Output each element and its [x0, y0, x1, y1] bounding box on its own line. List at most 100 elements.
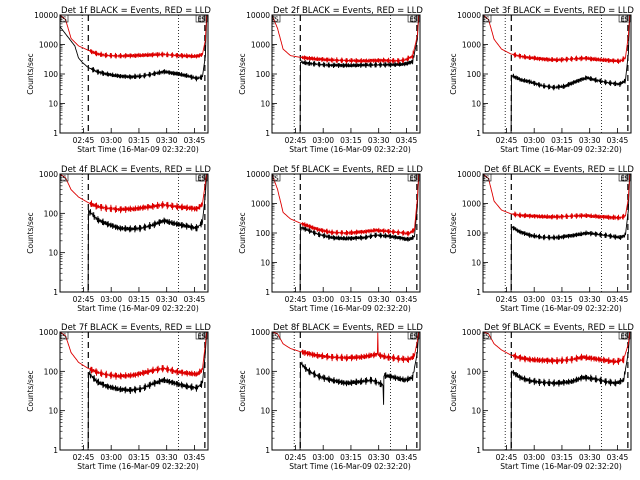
x-tick-label: 02:45 [496, 136, 518, 145]
y-tick-label: 1 [476, 288, 481, 297]
x-tick-label: 03:30 [368, 295, 390, 304]
y-tick-label: 100 [44, 367, 59, 376]
y-tick-label: 10 [48, 407, 58, 416]
y-tick-label: 100 [256, 70, 271, 79]
x-tick-label: 03:00 [312, 453, 334, 462]
panel-title: Det 4f BLACK = Events, RED = LLD [61, 165, 211, 175]
x-tick-label: 03:30 [579, 453, 601, 462]
series-events-line [82, 174, 208, 292]
x-tick-label: 03:00 [100, 295, 122, 304]
panel-title: Det 7f BLACK = Events, RED = LLD [61, 323, 211, 333]
plot-frame [482, 331, 632, 451]
x-axis-label: Start Time (16-Mar-09 02:32:20) [77, 145, 199, 154]
series-lld-line [272, 332, 420, 363]
marker-label: S [624, 16, 629, 24]
x-axis-label: Start Time (16-Mar-09 02:32:20) [289, 462, 411, 471]
x-tick-label: 03:15 [551, 136, 573, 145]
series-events-line [294, 332, 420, 450]
x-axis-label: Start Time (16-Mar-09 02:32:20) [289, 145, 411, 154]
marker-label: E [620, 175, 624, 183]
x-tick-label: 02:45 [496, 295, 518, 304]
plot-frame [482, 173, 632, 293]
marker-label: S [413, 175, 418, 183]
marker-label: S [624, 333, 629, 341]
marker-label: S [485, 16, 490, 24]
series-events-line [60, 15, 208, 82]
y-tick-label: 1 [476, 446, 481, 455]
x-axis-label: Start Time (16-Mar-09 02:32:20) [289, 304, 411, 313]
series-lld-line [483, 332, 631, 366]
series-lld-line [483, 174, 631, 221]
series-events-line [82, 332, 208, 450]
y-tick-label: 10 [48, 100, 58, 109]
y-tick-label: 10000 [457, 11, 481, 20]
x-tick-label: 03:30 [156, 136, 178, 145]
x-tick-label: 03:15 [551, 295, 573, 304]
x-tick-label: 02:45 [285, 295, 307, 304]
x-axis-label: Start Time (16-Mar-09 02:32:20) [500, 145, 622, 154]
y-tick-label: 1 [265, 446, 270, 455]
y-tick-label: 100 [467, 70, 482, 79]
x-tick-label: 02:45 [285, 136, 307, 145]
y-tick-label: 10000 [457, 170, 481, 179]
x-tick-label: 03:00 [523, 453, 545, 462]
marker-label: S [485, 333, 490, 341]
x-tick-label: 02:45 [73, 136, 95, 145]
x-tick-label: 03:30 [368, 136, 390, 145]
x-tick-label: 02:45 [73, 295, 95, 304]
x-axis-label: Start Time (16-Mar-09 02:32:20) [500, 462, 622, 471]
plot-frame [482, 14, 632, 134]
marker-label: S [201, 16, 206, 24]
x-tick-label: 02:45 [73, 453, 95, 462]
y-axis-label: Counts/sec [26, 53, 35, 94]
y-tick-label: 10 [260, 100, 270, 109]
x-tick-label: 03:30 [368, 453, 390, 462]
y-tick-label: 10 [48, 249, 58, 258]
series-lld-line [272, 15, 420, 64]
y-tick-label: 1000 [39, 41, 58, 50]
y-tick-label: 10 [471, 259, 481, 268]
y-tick-label: 1000 [462, 41, 481, 50]
marker-label: S [62, 333, 67, 341]
plot-frame [271, 331, 421, 451]
y-tick-label: 1000 [462, 328, 481, 337]
y-tick-label: 100 [44, 209, 59, 218]
x-tick-label: 03:45 [184, 453, 206, 462]
series-events-line [505, 332, 631, 450]
y-tick-label: 1 [265, 129, 270, 138]
series-lld-line [272, 174, 420, 237]
marker-label: S [624, 175, 629, 183]
x-tick-label: 03:00 [100, 453, 122, 462]
y-tick-label: 1 [53, 129, 58, 138]
x-tick-label: 03:15 [128, 453, 150, 462]
x-tick-label: 03:30 [579, 295, 601, 304]
x-tick-label: 03:45 [607, 136, 629, 145]
y-axis-label: Counts/sec [449, 53, 458, 94]
panel-title: Det 5f BLACK = Events, RED = LLD [273, 165, 423, 175]
x-tick-label: 03:00 [523, 295, 545, 304]
x-tick-label: 03:30 [156, 295, 178, 304]
x-tick-label: 03:15 [128, 136, 150, 145]
marker-label: E [620, 16, 624, 24]
y-tick-label: 1000 [39, 328, 58, 337]
series-events-line [294, 15, 420, 133]
marker-label: S [274, 333, 279, 341]
marker-label: S [413, 333, 418, 341]
x-tick-label: 03:00 [312, 295, 334, 304]
y-axis-label: Counts/sec [26, 370, 35, 411]
y-tick-label: 10000 [246, 170, 270, 179]
y-tick-label: 10000 [246, 11, 270, 20]
marker-label: S [274, 175, 279, 183]
x-axis-label: Start Time (16-Mar-09 02:32:20) [77, 462, 199, 471]
panel-title: Det 9f BLACK = Events, RED = LLD [484, 323, 634, 333]
series-lld-line [60, 15, 208, 59]
y-tick-label: 10 [260, 407, 270, 416]
y-axis-label: Counts/sec [449, 370, 458, 411]
y-tick-label: 100 [256, 367, 271, 376]
x-tick-label: 02:45 [285, 453, 307, 462]
x-tick-label: 03:45 [607, 295, 629, 304]
marker-label: E [409, 175, 413, 183]
